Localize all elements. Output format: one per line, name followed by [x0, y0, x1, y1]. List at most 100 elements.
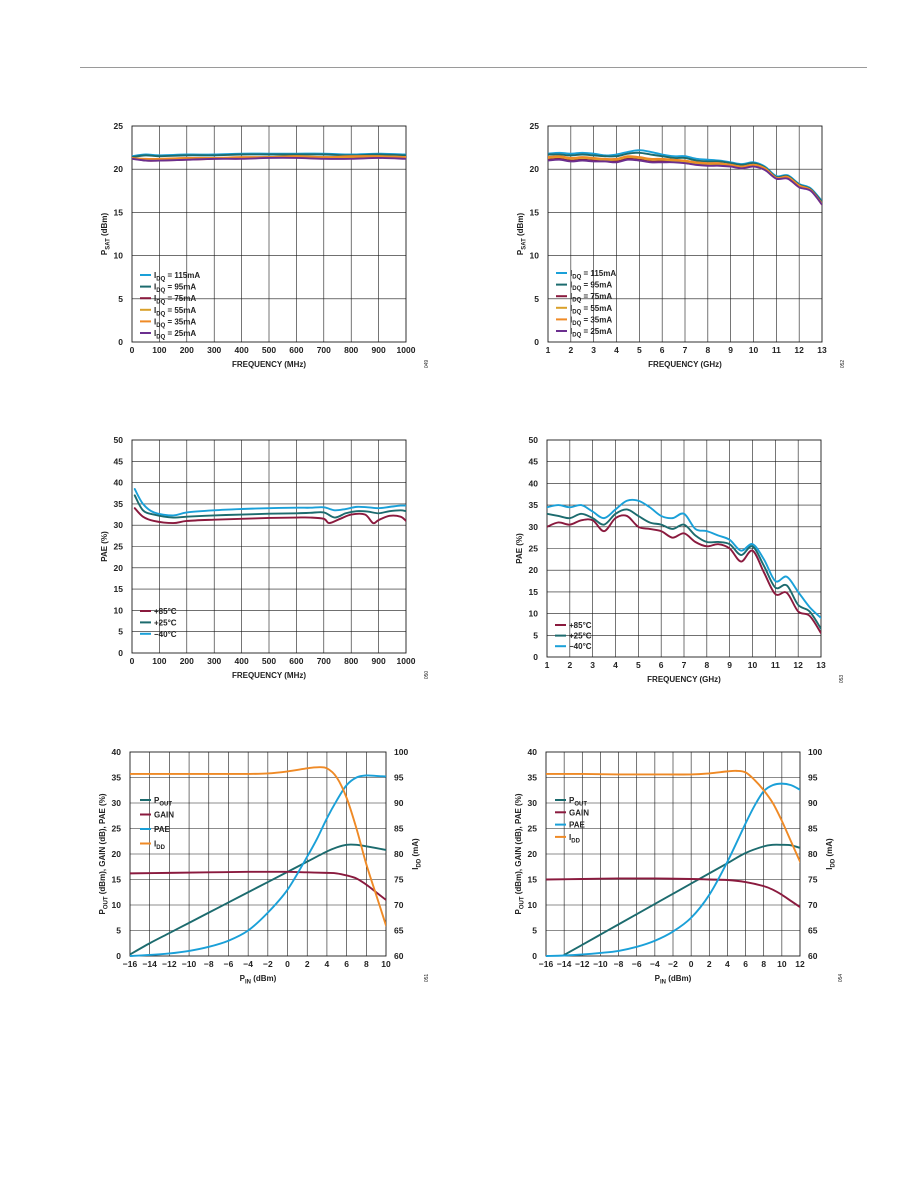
x-tick-label: 5 [636, 660, 641, 670]
series-line-3 [546, 769, 800, 863]
y-axis-label: PAE (%) [100, 531, 109, 562]
x-tick-label: 7 [682, 660, 687, 670]
legend-label-main: I [154, 306, 156, 315]
legend-label-sub: DQ [156, 335, 165, 341]
x-tick-label: 8 [705, 345, 710, 355]
series-line-2 [133, 488, 406, 517]
x-tick-label: 5 [637, 345, 642, 355]
y-tick-label: 25 [528, 824, 538, 834]
y-tick-label: 20 [114, 563, 124, 573]
x-tick-label: 9 [728, 345, 733, 355]
y-tick-label: 25 [114, 542, 124, 552]
x-tick-label: 800 [344, 656, 358, 666]
x-tick-label: 600 [289, 656, 303, 666]
y-tick-label: 0 [118, 337, 123, 347]
plot-frame [547, 125, 823, 343]
x-tick-label: 200 [180, 345, 194, 355]
legend-label-rest: = 55mA [581, 304, 612, 313]
y-tick-label: 25 [112, 824, 122, 834]
legend-label-rest: = 95mA [581, 281, 612, 290]
y-axis-label-sub: OUT [104, 896, 110, 909]
series-line-1 [133, 494, 406, 519]
legend-label: IDQ = 35mA [570, 315, 612, 327]
x-tick-label: −6 [632, 959, 642, 969]
y-tick-label: 0 [116, 951, 121, 961]
y2-tick-label: 80 [394, 849, 404, 859]
y-tick-label: 35 [528, 773, 538, 783]
legend-label-rest: = 25mA [581, 327, 612, 336]
x-axis-label: PIN (dBm) [240, 974, 277, 986]
x-tick-label: 700 [317, 656, 331, 666]
plot-frame [545, 751, 801, 957]
y-axis-label-rest: (dBm), GAIN (dB), PAE (%) [514, 793, 523, 896]
x-tick-label: 800 [344, 345, 358, 355]
legend-label: GAIN [154, 811, 174, 820]
x-tick-label: −10 [182, 959, 197, 969]
y-tick-label: 25 [530, 121, 540, 131]
x-tick-label: 4 [725, 959, 730, 969]
legend-label-main: I [154, 283, 156, 292]
legend-label-sub: DQ [156, 288, 165, 294]
y2-tick-label: 85 [808, 824, 818, 834]
x-axis-label: PIN (dBm) [655, 974, 692, 986]
y-tick-label: 30 [528, 798, 538, 808]
y-tick-label: 5 [116, 926, 121, 936]
y2-tick-label: 95 [394, 773, 404, 783]
y-tick-label: 15 [112, 875, 122, 885]
x-tick-label: 0 [130, 656, 135, 666]
x-tick-label: −12 [162, 959, 177, 969]
x-tick-label: 12 [794, 345, 804, 355]
x-axis-label-main: P [655, 974, 661, 983]
x-tick-label: 8 [704, 660, 709, 670]
x-tick-label: −10 [593, 959, 608, 969]
x-tick-label: 1000 [397, 656, 416, 666]
y-tick-label: 50 [114, 435, 124, 445]
y-tick-label: 50 [529, 435, 539, 445]
legend-label-main: I [570, 304, 572, 313]
y2-tick-label: 70 [394, 900, 404, 910]
y-tick-label: 15 [114, 584, 124, 594]
x-tick-label: 12 [795, 959, 805, 969]
y2-tick-label: 85 [394, 824, 404, 834]
x-tick-label: 0 [285, 959, 290, 969]
y-tick-label: 30 [112, 798, 122, 808]
x-tick-label: 3 [590, 660, 595, 670]
y-tick-label: 10 [112, 900, 122, 910]
legend-label-main: I [570, 269, 572, 278]
series-line-2 [130, 774, 386, 957]
y2-tick-label: 95 [808, 773, 818, 783]
y-tick-label: 15 [114, 207, 124, 217]
y-tick-label: 45 [529, 457, 539, 467]
x-tick-label: 100 [152, 656, 166, 666]
y2-axis-label-sub: DD [831, 858, 837, 867]
x-tick-label: 300 [207, 656, 221, 666]
y-axis-label-sub: SAT [522, 238, 528, 250]
legend-label-rest: = 55mA [165, 306, 196, 315]
figure-id: 052 [840, 360, 846, 369]
plot-frame [546, 439, 822, 658]
y-tick-label: 0 [532, 951, 537, 961]
x-tick-label: 8 [364, 959, 369, 969]
y2-tick-label: 90 [394, 798, 404, 808]
y-axis-label: PSAT (dBm) [516, 213, 528, 256]
x-tick-label: −2 [263, 959, 273, 969]
x-tick-label: 2 [567, 660, 572, 670]
legend-label: +85°C [154, 607, 177, 616]
legend-label-main: I [569, 833, 571, 842]
x-tick-label: −2 [668, 959, 678, 969]
x-tick-label: −16 [123, 959, 138, 969]
x-tick-label: −8 [204, 959, 214, 969]
x-tick-label: 1 [546, 345, 551, 355]
legend-label: IDQ = 25mA [570, 327, 612, 339]
x-tick-label: −4 [650, 959, 660, 969]
x-tick-label: 200 [180, 656, 194, 666]
y2-tick-label: 75 [394, 875, 404, 885]
legend-label: −40°C [569, 642, 592, 651]
x-axis-label-rest: (dBm) [251, 974, 277, 983]
x-tick-label: 2 [707, 959, 712, 969]
legend-label: IDD [569, 833, 581, 845]
x-tick-label: 8 [761, 959, 766, 969]
y-tick-label: 25 [529, 544, 539, 554]
legend-label-main: I [570, 315, 572, 324]
series-line-2 [547, 498, 821, 619]
